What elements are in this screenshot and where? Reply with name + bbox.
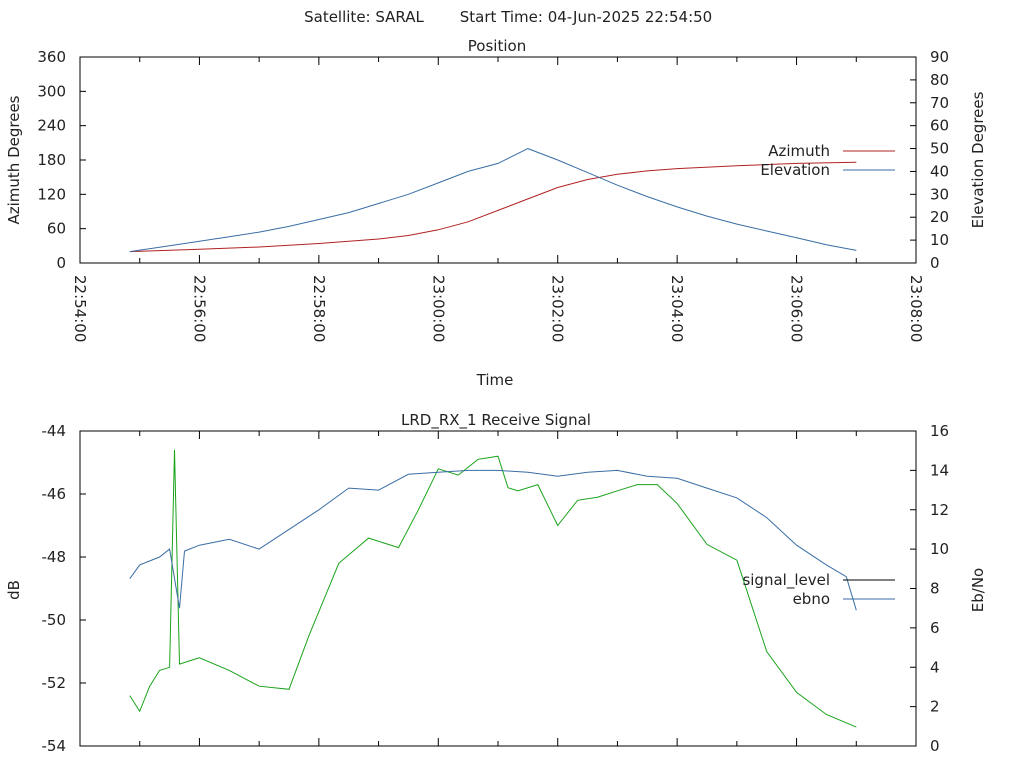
y2-tick-label: 10 <box>930 540 949 558</box>
x-tick-label: 23:06:00 <box>788 275 806 342</box>
y-tick-label: 240 <box>37 117 66 135</box>
x-tick-label: 22:56:00 <box>190 275 208 342</box>
y2-tick-label: 40 <box>930 162 949 180</box>
receive-y2-axis-label: Eb/No <box>969 568 987 612</box>
position-legend: Azimuth Elevation <box>760 142 895 179</box>
y2-tick-label: 30 <box>930 185 949 203</box>
y-tick-label: -44 <box>42 422 67 440</box>
position-chart: Position 0 60 120 180 240 300 360 0 10 20 30 40 50 60… <box>5 37 987 389</box>
y2-tick-label: 80 <box>930 71 949 89</box>
y2-tick-label: 60 <box>930 117 949 135</box>
series-line-signal-level <box>129 449 857 728</box>
y2-tick-label: 50 <box>930 140 949 158</box>
x-tick-label: 23:04:00 <box>668 275 686 342</box>
position-series <box>129 148 857 253</box>
series-line-azimuth <box>129 161 857 253</box>
position-chart-title: Position <box>468 37 526 55</box>
receive-y-axis-label: dB <box>5 580 23 600</box>
x-tick-label: 22:54:00 <box>71 275 89 342</box>
y2-tick-label: 20 <box>930 208 949 226</box>
x-tick-label: 22:58:00 <box>310 275 328 342</box>
x-tick-label: 23:00:00 <box>429 275 447 342</box>
y2-tick-label: 16 <box>930 422 949 440</box>
legend-ebno-label: ebno <box>793 590 830 608</box>
y2-tick-label: 8 <box>930 580 940 598</box>
y-tick-label: -52 <box>42 674 67 692</box>
y-tick-label: 300 <box>37 82 66 100</box>
legend-signal-level-label: signal_level <box>742 571 830 590</box>
position-plot-frame <box>79 56 917 264</box>
y2-tick-label: 90 <box>930 48 949 66</box>
receive-signal-chart: LRD_RX_1 Receive Signal -54-52-50-48-46-… <box>5 411 987 755</box>
y2-tick-label: 70 <box>930 94 949 112</box>
receive-series <box>129 449 857 728</box>
y-tick-label: -54 <box>42 737 67 755</box>
x-tick-label: 23:08:00 <box>907 275 925 342</box>
y-tick-label: -50 <box>42 611 67 629</box>
y-tick-label: 0 <box>56 254 66 272</box>
y-tick-label: 60 <box>47 220 66 238</box>
y2-tick-label: 14 <box>930 461 949 479</box>
legend-azimuth-label: Azimuth <box>768 142 830 160</box>
y2-tick-label: 12 <box>930 501 949 519</box>
x-tick-label: 23:02:00 <box>549 275 567 342</box>
series-line-ebno <box>129 469 857 611</box>
y-tick-label: -46 <box>42 485 67 503</box>
y-tick-label: 120 <box>37 185 66 203</box>
start-time-label: Start Time: 04-Jun-2025 22:54:50 <box>460 8 712 26</box>
position-x-axis-label: Time <box>476 371 514 389</box>
y2-tick-label: 2 <box>930 698 940 716</box>
satellite-label: Satellite: SARAL <box>304 8 424 26</box>
y2-tick-label: 10 <box>930 231 949 249</box>
legend-elevation-label: Elevation <box>760 161 830 179</box>
position-ticks: 0 60 120 180 240 300 360 0 10 20 30 40 50 60 70 80 90 22:… <box>37 48 949 342</box>
position-y2-axis-label: Elevation Degrees <box>969 91 987 228</box>
y-tick-label: 360 <box>37 48 66 66</box>
receive-ticks: -54 -52 -50 -48 -46 -44 0 2 4 6 8 10 12 14 16 <box>42 422 950 755</box>
receive-signal-chart-title: LRD_RX_1 Receive Signal <box>401 411 591 430</box>
y2-tick-label: 0 <box>930 737 940 755</box>
y2-tick-label: 4 <box>930 658 940 676</box>
receive-legend: signal_level ebno <box>742 571 895 608</box>
y-tick-label: 180 <box>37 151 66 169</box>
y2-tick-label: 0 <box>930 254 940 272</box>
y2-tick-label: 6 <box>930 619 940 637</box>
y-tick-label: -48 <box>42 548 67 566</box>
series-line-elevation <box>129 148 857 253</box>
position-y-axis-label: Azimuth Degrees <box>5 95 23 224</box>
